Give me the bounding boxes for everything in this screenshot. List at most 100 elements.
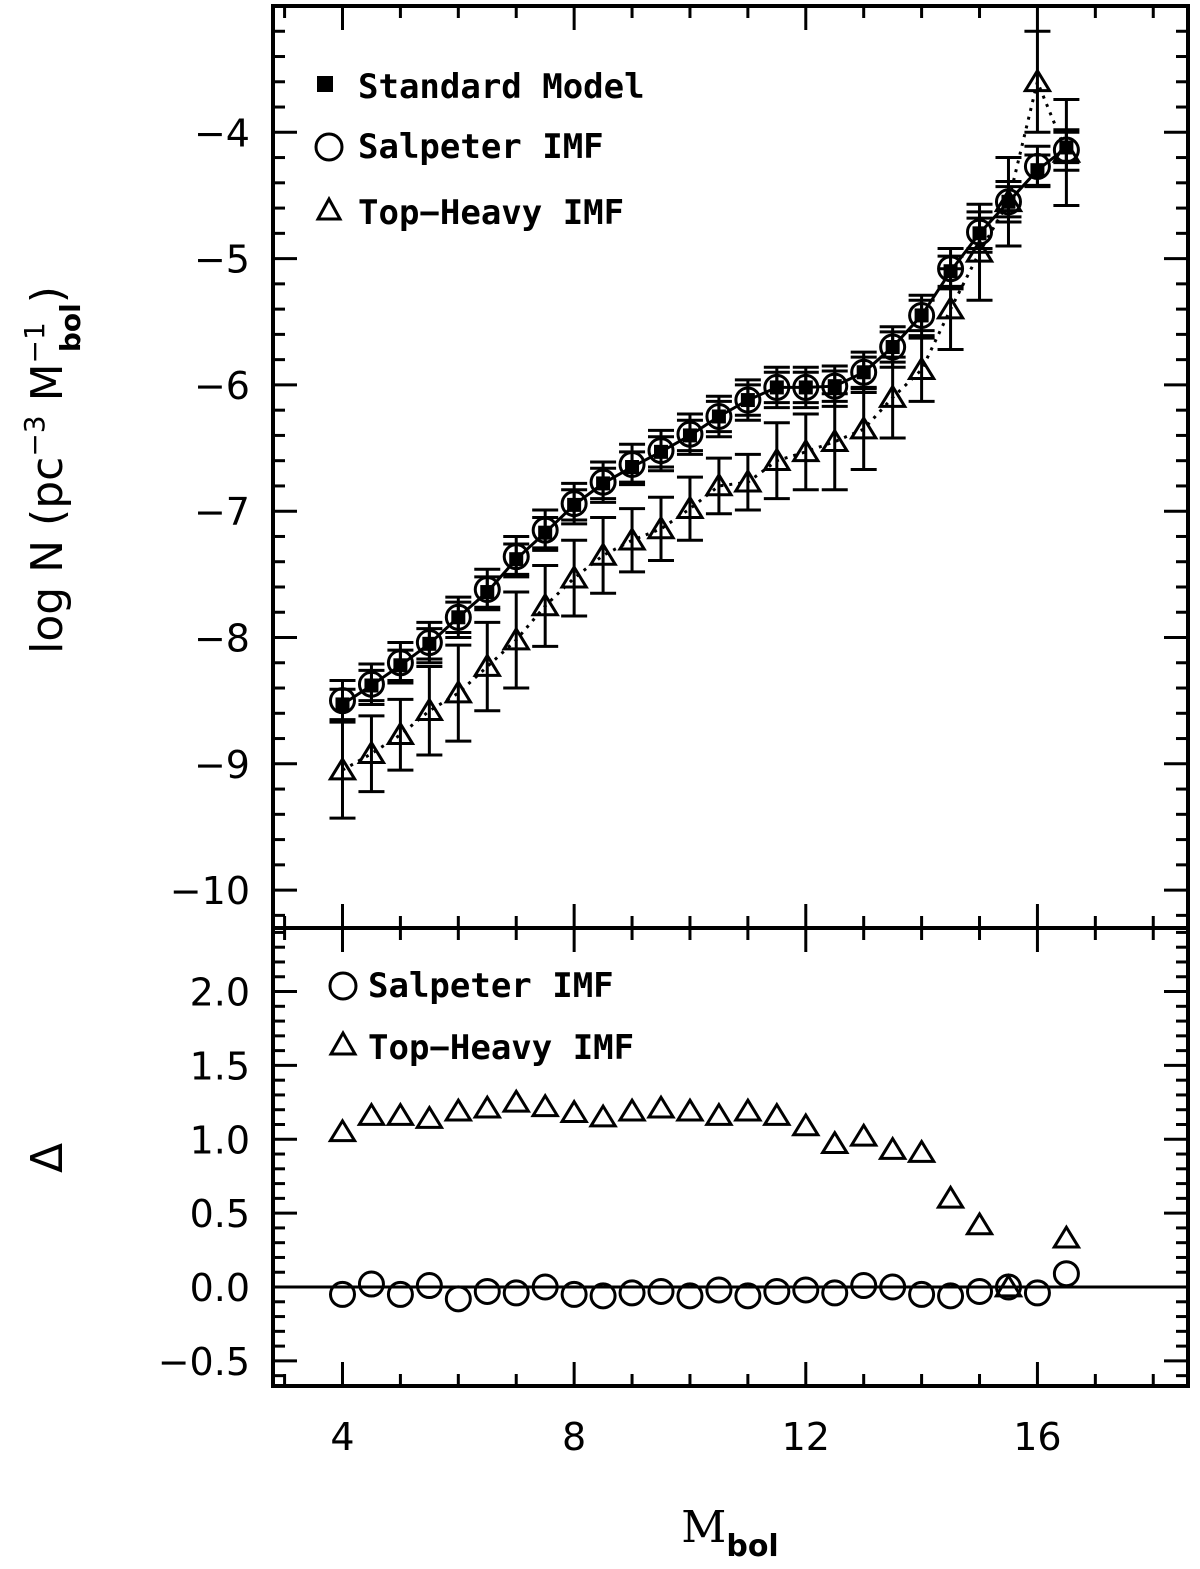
data-point-standard-model (538, 525, 553, 540)
data-point-standard-model (798, 380, 813, 395)
delta-point-salpeter (1052, 1260, 1080, 1288)
data-point-salpeter (386, 649, 414, 677)
x-axis-label: Mbol (681, 1502, 778, 1564)
delta-point-top-heavy (733, 1097, 763, 1122)
legend-label-salpeter: Salpeter IMF (358, 127, 604, 167)
data-point-salpeter (473, 576, 501, 604)
delta-point-top-heavy (1051, 1224, 1082, 1249)
ylabel-part: log N (pc (22, 457, 73, 654)
data-point-top-heavy (617, 526, 647, 551)
top-panel-ticks: −10 −9 −8 −7 −6 −5 −4 (170, 6, 1188, 928)
delta-point-salpeter (444, 1285, 472, 1313)
data-point-salpeter (444, 603, 472, 631)
y-tick-label: −9 (194, 743, 250, 787)
delta-point-top-heavy (906, 1138, 937, 1163)
delta-point-top-heavy (327, 1118, 358, 1143)
data-point-salpeter (357, 670, 385, 698)
data-point-top-heavy (993, 187, 1024, 213)
data-point-standard-model (682, 428, 697, 443)
data-point-salpeter (560, 490, 588, 518)
bottom-legend: Salpeter IMF Top−Heavy IMF (328, 966, 634, 1068)
delta-point-top-heavy (819, 1129, 850, 1155)
delta-point-salpeter (618, 1279, 646, 1307)
legend-filled-square-icon (317, 76, 333, 92)
delta-point-top-heavy (646, 1094, 676, 1119)
top-y-axis-label: log N (pc−3 M−1 bol) (18, 286, 87, 654)
x-tick-label: 8 (562, 1415, 586, 1459)
data-point-top-heavy (819, 427, 850, 453)
delta-point-salpeter (589, 1282, 617, 1310)
delta-point-top-heavy (848, 1122, 879, 1147)
data-point-salpeter (763, 373, 791, 401)
data-point-top-heavy (675, 494, 705, 519)
data-point-top-heavy (906, 355, 937, 381)
bottom-panel-markers (327, 1088, 1082, 1313)
delta-point-top-heavy (935, 1184, 966, 1209)
data-point-salpeter (821, 372, 849, 400)
y-tick-label: −4 (194, 111, 250, 155)
delta-point-salpeter (966, 1277, 994, 1305)
delta-point-top-heavy (559, 1098, 589, 1123)
data-point-top-heavy (964, 238, 995, 263)
bottom-panel-ticks: −0.5 0.0 0.5 1.0 1.5 2.0 4 8 12 16 (158, 928, 1188, 1459)
data-point-salpeter (589, 468, 617, 496)
data-point-standard-model (885, 340, 900, 355)
data-point-top-heavy (327, 756, 358, 781)
data-point-salpeter (705, 402, 733, 430)
data-point-top-heavy (733, 468, 763, 493)
delta-point-top-heavy (472, 1094, 503, 1119)
ylabel-superscript: −3 (18, 415, 51, 456)
y-tick-label: −10 (170, 869, 250, 913)
legend-open-triangle-icon (315, 195, 343, 221)
data-point-top-heavy (646, 515, 676, 540)
data-point-top-heavy (1051, 138, 1082, 163)
delta-point-top-heavy (877, 1135, 908, 1160)
y-tick-label: 0.0 (190, 1266, 250, 1310)
data-point-salpeter (792, 373, 820, 401)
data-point-standard-model (480, 585, 495, 600)
data-point-standard-model (914, 308, 929, 323)
data-point-standard-model (1059, 140, 1074, 155)
delta-point-salpeter (879, 1273, 907, 1301)
delta-point-salpeter (502, 1279, 530, 1307)
data-point-salpeter (879, 333, 907, 361)
bottom-panel-frame (271, 926, 1190, 1388)
legend-label-standard-model: Standard Model (358, 67, 645, 107)
delta-point-top-heavy (414, 1104, 445, 1129)
y-tick-label: 1.0 (190, 1118, 250, 1162)
data-point-standard-model (335, 697, 350, 712)
top-panel-markers (327, 67, 1082, 781)
delta-point-salpeter (676, 1282, 704, 1310)
data-point-salpeter (908, 301, 936, 329)
data-point-standard-model (711, 409, 726, 424)
data-point-top-heavy (877, 383, 908, 408)
delta-point-top-heavy (385, 1101, 416, 1126)
data-point-standard-model (451, 610, 466, 625)
legend-label-top-heavy: Top−Heavy IMF (368, 1028, 634, 1068)
data-point-standard-model (596, 476, 611, 491)
delta-point-top-heavy (675, 1097, 705, 1122)
data-point-top-heavy (935, 295, 966, 320)
delta-point-top-heavy (501, 1088, 532, 1113)
data-point-top-heavy (588, 541, 618, 566)
data-point-salpeter (676, 420, 704, 448)
xlabel-subscript: bol (726, 1529, 778, 1564)
delta-point-salpeter (792, 1276, 820, 1304)
delta-point-top-heavy (443, 1097, 474, 1122)
data-point-standard-model (567, 497, 582, 512)
data-point-top-heavy (848, 415, 879, 440)
data-point-top-heavy (356, 739, 387, 765)
x-tick-label: 16 (1013, 1415, 1061, 1459)
data-point-top-heavy (472, 652, 503, 677)
data-point-salpeter (850, 358, 878, 386)
y-tick-label: 1.5 (190, 1044, 250, 1088)
delta-point-salpeter (908, 1280, 936, 1308)
bottom-y-axis-label: Δ (22, 1143, 73, 1173)
data-point-salpeter (328, 687, 356, 715)
delta-point-salpeter (531, 1273, 559, 1301)
data-point-salpeter (937, 255, 965, 283)
delta-point-top-heavy (530, 1092, 560, 1118)
delta-point-top-heavy (588, 1103, 618, 1128)
